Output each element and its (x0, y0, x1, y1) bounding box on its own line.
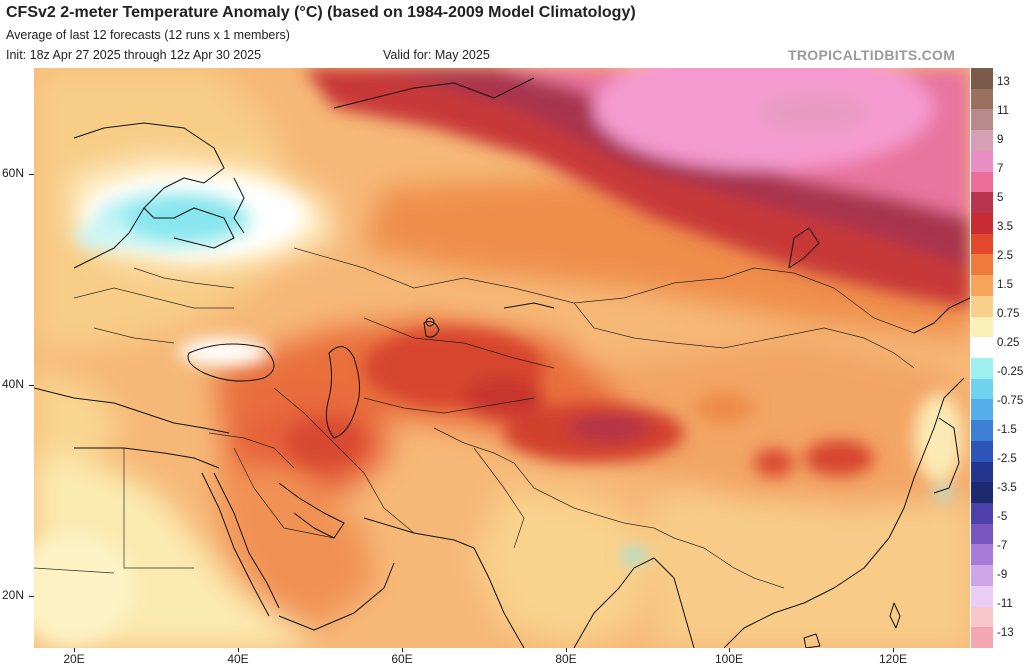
lon-label-60e: 60E (391, 652, 413, 666)
colorbar-swatch (971, 316, 993, 338)
watermark: TROPICALTIDBITS.COM (788, 47, 956, 63)
colorbar-label: -3.5 (997, 482, 1017, 494)
colorbar-label: -0.25 (997, 366, 1024, 378)
colorbar-swatch (971, 399, 993, 421)
lon-label-100e: 100E (714, 652, 744, 666)
colorbar-label: -0.75 (997, 395, 1024, 407)
colorbar-label: -11 (997, 598, 1013, 610)
colorbar-swatch (971, 88, 993, 110)
colorbar-label: -2.5 (997, 453, 1017, 465)
lat-label-20n: 20N (2, 588, 25, 602)
lon-tick-60e (402, 648, 403, 652)
colorbar-swatch (971, 565, 993, 587)
lon-tick-20e (74, 648, 75, 652)
colorbar-swatch (971, 275, 993, 297)
init-time: Init: 18z Apr 27 2025 through 12z Apr 30… (6, 48, 262, 62)
colorbar-swatch (971, 254, 993, 276)
lon-tick-100e (729, 648, 730, 652)
lon-label-120e: 120E (878, 652, 908, 666)
anomaly-field-detail (34, 68, 970, 643)
colorbar-swatch (971, 420, 993, 442)
lon-label-40e: 40E (227, 652, 249, 666)
valid-time: Valid for: May 2025 (383, 48, 490, 62)
colorbar-swatch (971, 192, 993, 214)
colorbar-swatch (971, 544, 993, 566)
lat-label-40n: 40N (2, 377, 25, 391)
colorbar-label: 11 (997, 105, 1009, 117)
lon-tick-40e (238, 648, 239, 652)
colorbar-swatch (971, 378, 993, 400)
coastlines (34, 77, 970, 648)
lat-label-60n: 60N (2, 166, 25, 180)
colorbar-swatch (971, 503, 993, 525)
colorbar-label: 0.75 (997, 308, 1020, 320)
colorbar-label: -9 (997, 569, 1008, 581)
colorbar-label: 2.5 (997, 250, 1013, 262)
colorbar-swatch (971, 130, 993, 152)
chart-subtitle: Average of last 12 forecasts (12 runs x … (6, 28, 290, 42)
lat-tick-40n (29, 385, 34, 386)
colorbar-label: 7 (997, 163, 1004, 175)
lon-tick-120e (893, 648, 894, 652)
colorbar: 13 11 9 7 5 3.5 2.5 1.5 0.75 0.25 -0.25 -0.75 -1.5 -2… (971, 68, 1024, 649)
colorbar-swatch (971, 482, 993, 504)
colorbar-label: 3.5 (997, 221, 1013, 233)
colorbar-swatch (971, 295, 993, 318)
lat-tick-20n (29, 596, 34, 597)
colorbar-label: -1.5 (997, 424, 1017, 436)
colorbar-swatch (971, 233, 993, 255)
country-borders (34, 247, 915, 589)
colorbar-label: 1.5 (997, 279, 1013, 291)
chart-title: CFSv2 2-meter Temperature Anomaly (°C) (… (6, 4, 636, 21)
colorbar-swatch (971, 358, 993, 380)
colorbar-label: -13 (997, 627, 1014, 639)
colorbar-swatch (971, 109, 993, 131)
colorbar-label: -7 (997, 540, 1008, 552)
colorbar-swatch (971, 150, 993, 173)
colorbar-swatch (971, 627, 993, 649)
lon-label-80e: 80E (555, 652, 577, 666)
colorbar-swatch (971, 523, 993, 545)
colorbar-swatch (971, 171, 993, 193)
colorbar-label: 9 (997, 134, 1004, 146)
colorbar-label: 5 (997, 192, 1004, 204)
colorbar-swatch (971, 68, 993, 90)
colorbar-swatch (971, 440, 993, 463)
lon-tick-80e (566, 648, 567, 652)
colorbar-swatch (971, 213, 993, 235)
colorbar-label: 13 (997, 76, 1010, 88)
colorbar-label: -5 (997, 511, 1008, 523)
lon-label-20e: 20E (63, 652, 85, 666)
temperature-anomaly-map (34, 68, 970, 648)
colorbar-swatch (971, 585, 993, 608)
colorbar-swatch (971, 606, 993, 628)
colorbar-label: 0.25 (997, 337, 1020, 349)
colorbar-swatch (971, 337, 993, 359)
colorbar-swatch (971, 461, 993, 483)
lat-tick-60n (29, 174, 34, 175)
